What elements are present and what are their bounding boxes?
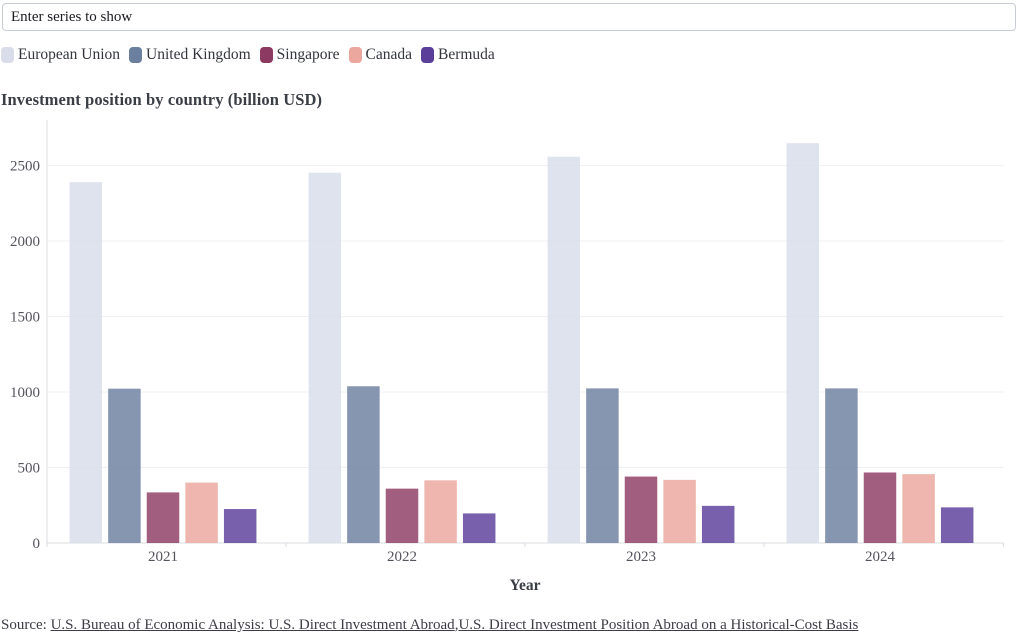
legend-item-singapore[interactable]: Singapore — [259, 46, 340, 64]
legend-swatch-icon — [348, 47, 362, 63]
series-filter-input[interactable] — [2, 3, 1016, 31]
bar-european-union-2021 — [69, 182, 103, 544]
bar-bermuda-2024 — [940, 507, 974, 543]
legend-swatch-icon — [129, 47, 143, 63]
chart-legend: European Union United Kingdom Singapore Can… — [1, 46, 504, 64]
svg-text:2500: 2500 — [10, 159, 40, 175]
source-line: Source: U.S. Bureau of Economic Analysis… — [1, 617, 858, 634]
bar-singapore-2022 — [385, 488, 419, 543]
bar-singapore-2023 — [624, 476, 658, 543]
legend-swatch-icon — [1, 47, 14, 63]
legend-item-canada[interactable]: Canada — [348, 46, 412, 64]
legend-label: Canada — [365, 46, 412, 63]
legend-item-united-kingdom[interactable]: United Kingdom — [129, 46, 251, 64]
legend-label: United Kingdom — [146, 46, 251, 63]
svg-text:2000: 2000 — [10, 234, 40, 250]
bar-singapore-2021 — [146, 492, 180, 543]
bar-bermuda-2021 — [223, 509, 257, 543]
legend-swatch-icon — [420, 47, 434, 63]
source-link-historical-cost-basis[interactable]: U.S. Direct Investment Position Abroad o… — [458, 617, 859, 633]
bar-canada-2023 — [663, 479, 696, 543]
bar-canada-2022 — [424, 480, 457, 543]
svg-text:2021: 2021 — [148, 549, 178, 565]
svg-text:1000: 1000 — [10, 385, 40, 401]
x-axis-label: Year — [509, 577, 541, 594]
bar-bermuda-2023 — [701, 505, 735, 543]
bar-european-union-2023 — [547, 156, 581, 543]
svg-text:500: 500 — [18, 461, 41, 477]
svg-text:1500: 1500 — [10, 310, 40, 326]
chart-title: Investment position by country (billion … — [1, 90, 323, 109]
bar-european-union-2022 — [308, 172, 342, 544]
bar-bermuda-2022 — [462, 513, 496, 543]
source-link-direct-investment-abroad[interactable]: U.S. Bureau of Economic Analysis: U.S. D… — [50, 617, 455, 633]
source-separator: , — [454, 617, 459, 633]
svg-text:2022: 2022 — [387, 549, 417, 565]
svg-text:2023: 2023 — [626, 549, 656, 565]
source-prefix: Source: — [1, 617, 51, 633]
svg-text:2024: 2024 — [865, 549, 896, 565]
legend-item-european-union[interactable]: European Union — [1, 46, 120, 64]
bar-european-union-2024 — [786, 143, 820, 543]
legend-label: Bermuda — [437, 46, 495, 63]
bar-chart: 0 500 1000 1500 2000 2500 2021 2022 2023 2024 — [10, 120, 1004, 565]
bar-chart-container: 0 500 1000 1500 2000 2500 2021 2022 2023 2024 — [0, 115, 1020, 570]
bar-canada-2024 — [902, 474, 935, 543]
bar-canada-2021 — [185, 482, 218, 543]
bar-united-kingdom-2024 — [825, 388, 858, 543]
bar-united-kingdom-2021 — [108, 388, 141, 543]
bar-united-kingdom-2023 — [586, 388, 619, 543]
legend-label: European Union — [18, 46, 121, 63]
bar-united-kingdom-2022 — [347, 386, 380, 543]
bar-singapore-2024 — [863, 472, 897, 543]
legend-item-bermuda[interactable]: Bermuda — [420, 46, 495, 64]
legend-swatch-icon — [259, 47, 273, 63]
legend-label: Singapore — [276, 46, 340, 63]
svg-text:0: 0 — [33, 536, 41, 552]
